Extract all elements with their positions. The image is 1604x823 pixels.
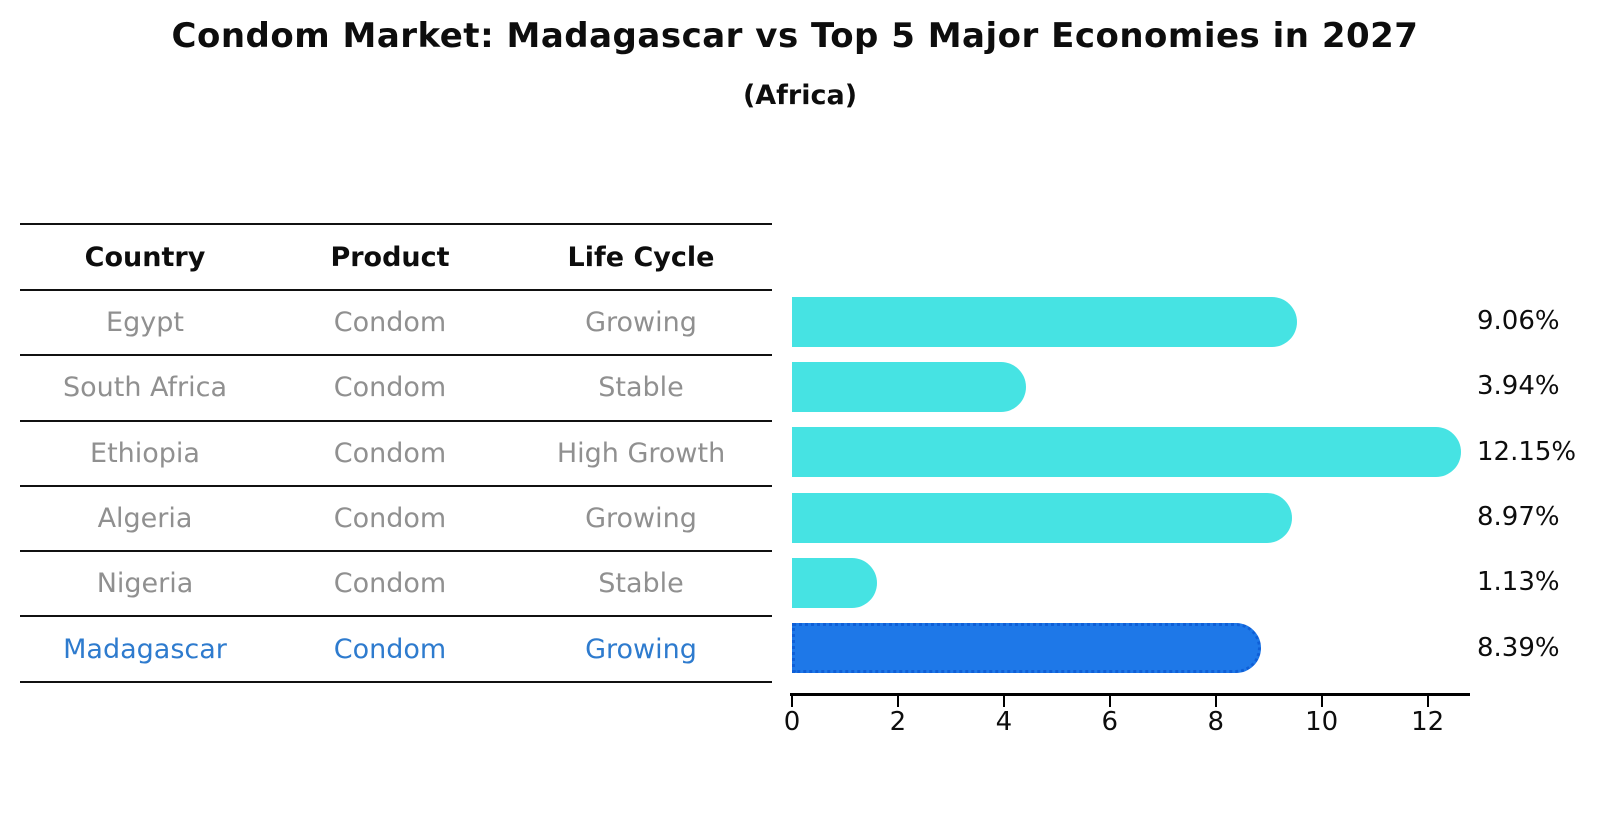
x-tick-label: 2 bbox=[889, 707, 907, 737]
chart-subtitle: (Africa) bbox=[742, 80, 858, 111]
value-label: 8.39% bbox=[1477, 632, 1560, 663]
x-tick-label: 12 bbox=[1411, 707, 1445, 737]
table-row: Egypt Condom Growing bbox=[20, 291, 772, 357]
x-tick-label: 4 bbox=[995, 707, 1013, 737]
x-tick-label: 0 bbox=[783, 707, 801, 737]
cell-product: Condom bbox=[333, 633, 447, 665]
cell-country: Egypt bbox=[106, 307, 184, 339]
column-header-life-cycle: Life Cycle bbox=[567, 241, 715, 273]
chart-title: Condom Market: Madagascar vs Top 5 Major… bbox=[171, 16, 1419, 56]
cell-life-cycle: Growing bbox=[585, 633, 697, 665]
cell-country: South Africa bbox=[62, 372, 228, 404]
bar-algeria bbox=[792, 492, 1293, 543]
cell-product: Condom bbox=[333, 372, 447, 404]
value-label: 12.15% bbox=[1477, 436, 1577, 467]
cell-product: Condom bbox=[333, 568, 447, 600]
table-row: South Africa Condom Stable bbox=[20, 356, 772, 422]
table-row: Nigeria Condom Stable bbox=[20, 552, 772, 618]
cell-country: Algeria bbox=[97, 503, 193, 535]
bar-ethiopia bbox=[792, 427, 1461, 478]
cell-country: Madagascar bbox=[63, 633, 227, 665]
bar-south-africa bbox=[792, 361, 1026, 412]
cell-life-cycle: Growing bbox=[585, 503, 697, 535]
table-row: Algeria Condom Growing bbox=[20, 487, 772, 553]
value-label: 9.06% bbox=[1477, 306, 1560, 337]
cell-product: Condom bbox=[333, 503, 447, 535]
x-axis-spine bbox=[790, 693, 1470, 696]
cell-life-cycle: High Growth bbox=[556, 437, 726, 469]
bar-nigeria bbox=[792, 557, 877, 608]
table-header-row: Country Product Life Cycle bbox=[20, 223, 772, 291]
cell-life-cycle: Growing bbox=[585, 307, 697, 339]
cell-product: Condom bbox=[333, 307, 447, 339]
table-row: Ethiopia Condom High Growth bbox=[20, 422, 772, 487]
table-row: Madagascar Condom Growing bbox=[20, 617, 772, 683]
column-header-product: Product bbox=[330, 241, 450, 273]
cell-product: Condom bbox=[333, 437, 447, 469]
cell-country: Ethiopia bbox=[90, 437, 200, 469]
bar-highlight-madagascar bbox=[792, 623, 1262, 674]
value-label: 3.94% bbox=[1477, 371, 1560, 402]
value-label: 1.13% bbox=[1477, 567, 1560, 598]
country-table: Country Product Life Cycle Egypt Condom Gr… bbox=[20, 223, 772, 683]
x-tick-label: 8 bbox=[1207, 707, 1225, 737]
x-tick-label: 10 bbox=[1305, 707, 1339, 737]
value-label: 8.97% bbox=[1477, 502, 1560, 533]
column-header-country: Country bbox=[84, 241, 206, 273]
cell-life-cycle: Stable bbox=[598, 372, 684, 404]
x-tick-label: 6 bbox=[1101, 707, 1119, 737]
bar-egypt bbox=[792, 296, 1297, 347]
cell-country: Nigeria bbox=[96, 568, 194, 600]
table-body: Egypt Condom Growing South Africa Condom Stab… bbox=[20, 291, 772, 683]
cell-life-cycle: Stable bbox=[598, 568, 684, 600]
